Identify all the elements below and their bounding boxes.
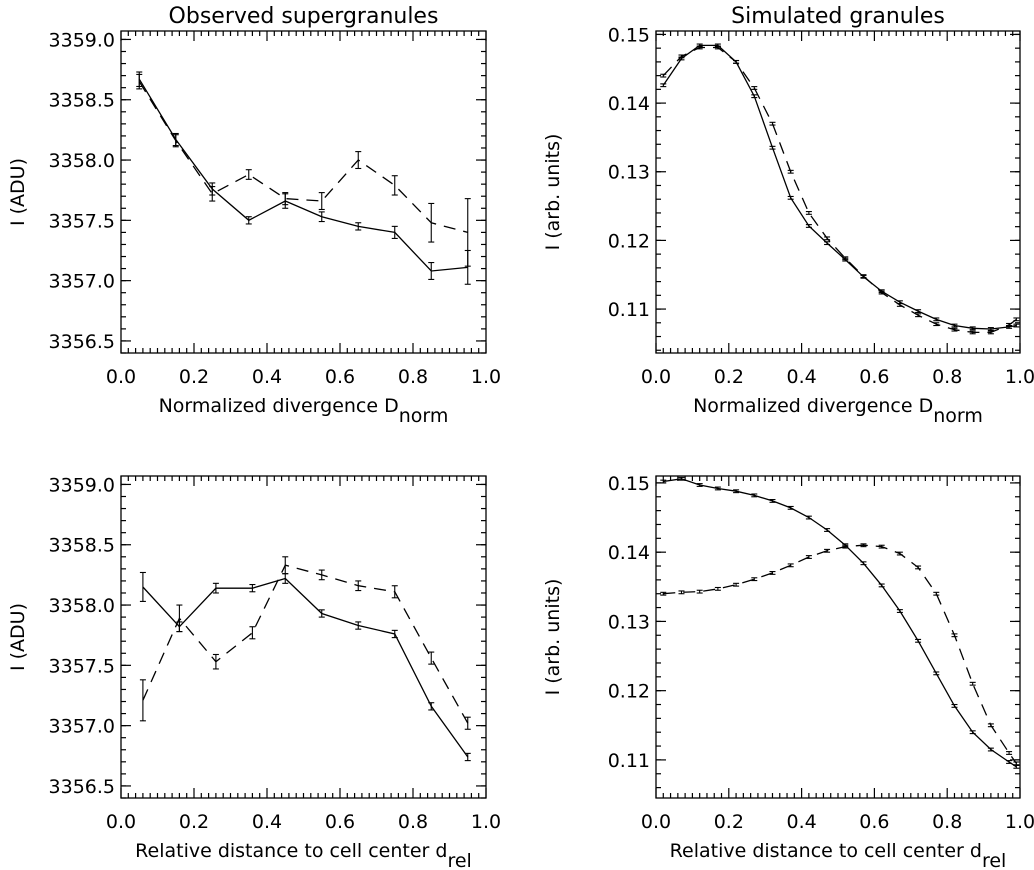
y-tick-label: 0.15 [608, 24, 650, 46]
x-tick-label: 0.6 [325, 366, 355, 388]
x-tick-label: 1.0 [1005, 811, 1034, 833]
series-dashed [139, 556, 471, 730]
series-line-solid [663, 478, 1017, 768]
y-tick-label: 0.12 [608, 681, 650, 703]
x-axis-title: Relative distance to cell center drel [670, 840, 1007, 870]
series-dashed [660, 543, 1020, 766]
x-tick-label: 1.0 [471, 811, 501, 833]
series-line-dashed [142, 564, 469, 724]
x-tick-label: 0.4 [252, 366, 282, 388]
x-tick-label: 0.0 [106, 366, 136, 388]
y-tick-label: 3358.0 [49, 595, 115, 617]
series-solid [660, 43, 1020, 331]
series-line-solid [662, 44, 1017, 330]
series-line-solid [138, 78, 468, 272]
y-tick-label: 3359.0 [49, 29, 115, 51]
y-tick-label: 3356.5 [49, 776, 115, 798]
x-tick-label: 0.6 [325, 811, 355, 833]
plot-frame [655, 30, 1021, 354]
x-tick-label: 1.0 [1005, 366, 1034, 388]
x-tick-label: 0.8 [932, 811, 962, 833]
x-tick-label: 0.4 [786, 811, 816, 833]
y-tick-label: 3358.5 [49, 535, 115, 557]
x-tick-label: 0.4 [252, 811, 282, 833]
x-axis-title-subscript: rel [447, 850, 471, 870]
y-tick-label: 3358.0 [49, 150, 115, 172]
series-line-dashed [663, 544, 1017, 764]
plot-frame [655, 475, 1021, 799]
x-axis-title: Normalized divergence Dnorm [693, 395, 983, 427]
x-tick-label: 0.2 [714, 366, 744, 388]
x-axis-title-main: Normalized divergence D [159, 395, 399, 417]
series-line-solid [142, 577, 469, 758]
panel-title: Simulated granules [731, 4, 945, 29]
panel-4: 0.0 0.2 0.4 0.6 0.8 1.0 0.11 0.12 0.13 0.14 0.15 Re… [542, 473, 1034, 870]
x-tick-label: 0.6 [859, 811, 889, 833]
x-tick-label: 0.0 [641, 366, 671, 388]
x-tick-label: 0.2 [714, 811, 744, 833]
panel-3: 0.0 0.2 0.4 0.6 0.8 1.0 3356.5 3357.0 3357.5 3358… [7, 474, 501, 870]
series-solid [660, 476, 1020, 769]
y-tick-label: 0.13 [608, 611, 650, 633]
x-tick-label: 0.8 [398, 366, 428, 388]
panel-2: Simulated granules 0.0 0.2 0.4 0.6 0.8 1.0 0.11… [542, 4, 1034, 427]
y-tick-label: 0.11 [608, 299, 650, 321]
x-tick-label: 0.4 [786, 366, 816, 388]
x-axis-title-subscript: norm [933, 405, 983, 427]
x-tick-label: 0.8 [932, 366, 962, 388]
x-axis-title-subscript: norm [399, 405, 449, 427]
y-axis-title: I (ADU) [7, 158, 29, 226]
x-tick-label: 0.0 [641, 811, 671, 833]
x-tick-label: 0.2 [179, 811, 209, 833]
x-tick-label: 0.8 [398, 811, 428, 833]
series-line-dashed [138, 81, 468, 234]
plot-frame [120, 475, 487, 799]
y-axis-title: I (arb. units) [542, 579, 564, 696]
y-tick-label: 0.14 [608, 93, 650, 115]
x-axis-title-main: Normalized divergence D [693, 395, 933, 417]
y-tick-label: 0.15 [608, 473, 650, 495]
series-dashed [660, 45, 1020, 335]
y-tick-label: 3357.5 [49, 655, 115, 677]
x-axis-title-main: Relative distance to cell center d [135, 840, 447, 862]
panel-1: Observed supergranules 0.0 0.2 0.4 0.6 0.8 1.0… [7, 4, 501, 427]
series-line-dashed [662, 46, 1017, 334]
series-solid [139, 571, 471, 762]
y-tick-label: 3357.0 [49, 271, 115, 293]
y-tick-label: 0.11 [608, 750, 650, 772]
x-axis-title-main: Relative distance to cell center d [670, 840, 982, 862]
panel-title: Observed supergranules [169, 4, 439, 29]
x-tick-label: 1.0 [471, 366, 501, 388]
y-tick-label: 3356.5 [49, 331, 115, 353]
y-tick-label: 0.13 [608, 162, 650, 184]
y-tick-label: 3357.0 [49, 716, 115, 738]
plot-frame [120, 30, 487, 354]
x-axis-title-subscript: rel [982, 850, 1006, 870]
y-tick-label: 0.14 [608, 542, 650, 564]
series-dashed [136, 73, 471, 267]
x-axis-title: Normalized divergence Dnorm [159, 395, 449, 427]
x-tick-label: 0.6 [859, 366, 889, 388]
x-axis-title: Relative distance to cell center drel [135, 840, 472, 870]
y-tick-label: 0.12 [608, 230, 650, 252]
x-tick-label: 0.2 [179, 366, 209, 388]
y-tick-label: 3359.0 [49, 474, 115, 496]
x-tick-label: 0.0 [106, 811, 136, 833]
series-solid [136, 71, 471, 285]
y-tick-label: 3357.5 [49, 210, 115, 232]
y-axis-title: I (ADU) [7, 603, 29, 671]
y-tick-label: 3358.5 [49, 90, 115, 112]
y-axis-title: I (arb. units) [542, 134, 564, 251]
